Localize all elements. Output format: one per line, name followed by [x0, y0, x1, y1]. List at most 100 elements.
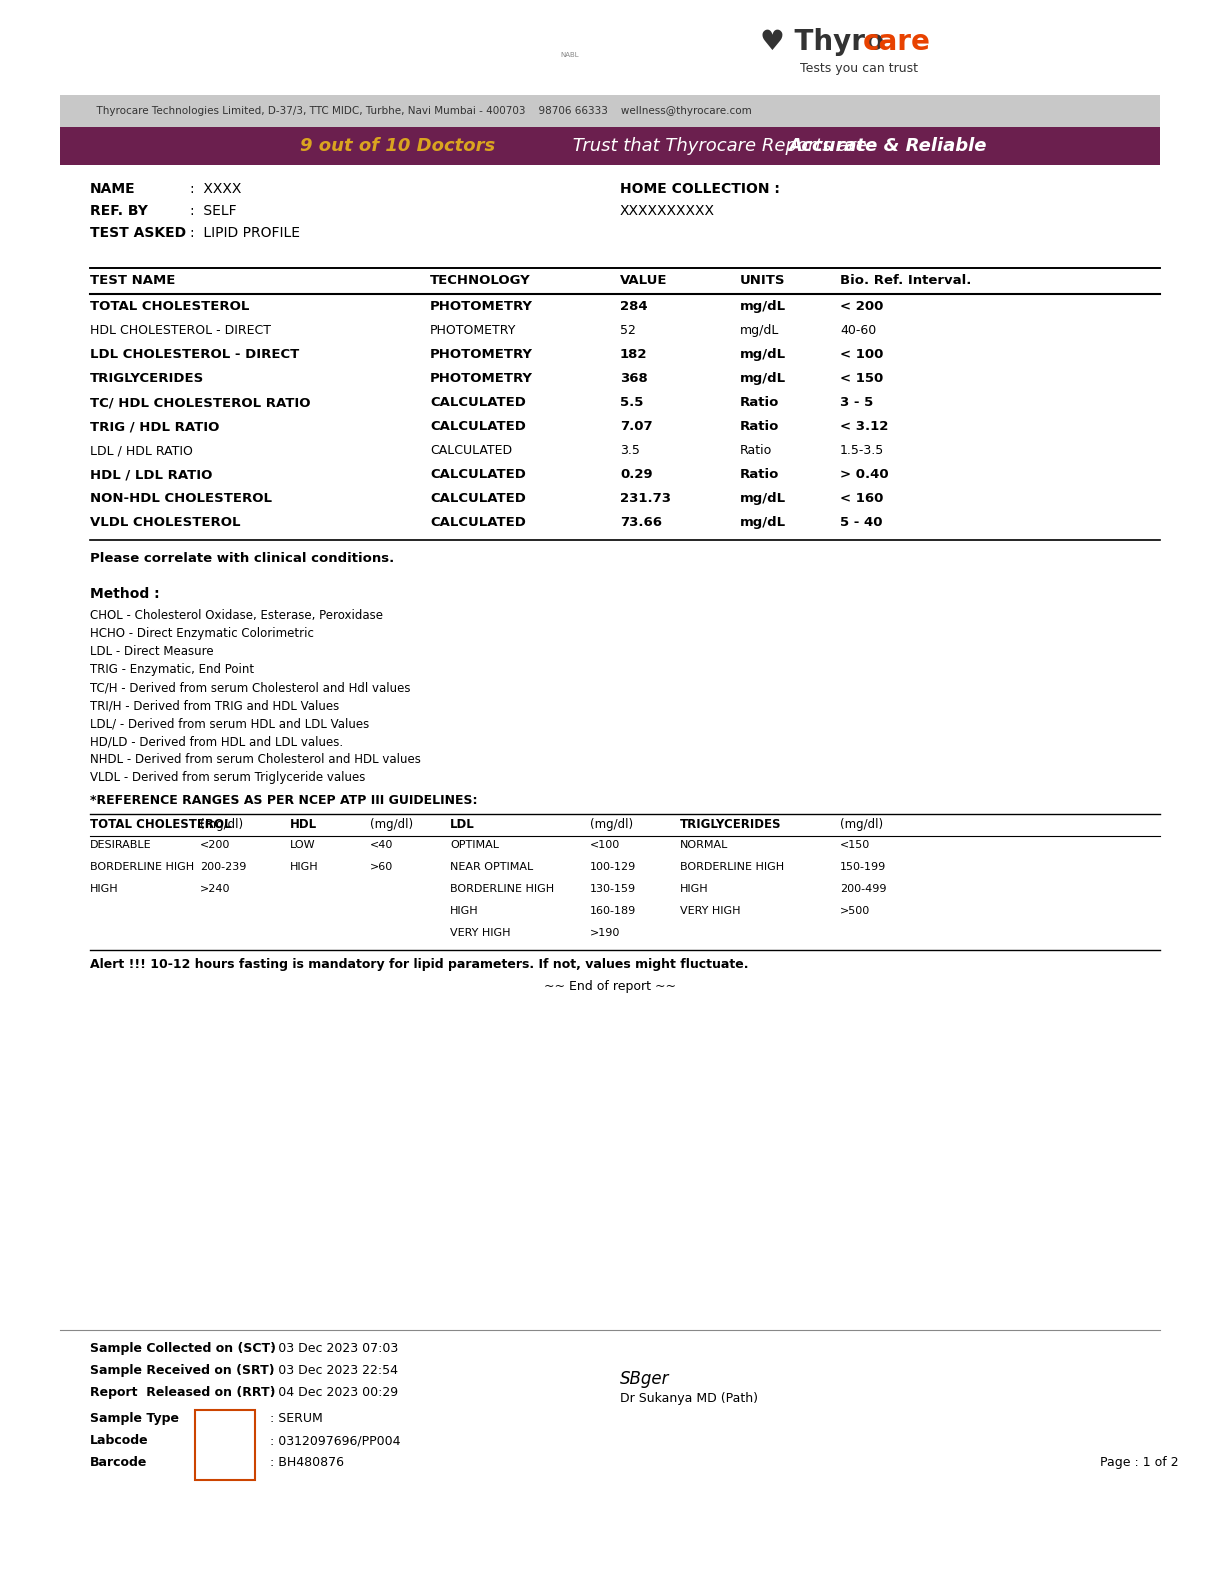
- Text: Tests you can trust: Tests you can trust: [800, 62, 917, 74]
- Text: NABL: NABL: [561, 52, 580, 59]
- Text: DESIRABLE: DESIRABLE: [90, 841, 151, 850]
- Text: LDL - Direct Measure: LDL - Direct Measure: [90, 644, 214, 659]
- Text: CALCULATED: CALCULATED: [429, 396, 526, 408]
- Text: TRIGLYCERIDES: TRIGLYCERIDES: [90, 372, 204, 385]
- Text: CALCULATED: CALCULATED: [429, 492, 526, 505]
- Text: mg/dL: mg/dL: [741, 325, 780, 337]
- Text: mg/dL: mg/dL: [741, 301, 786, 313]
- Text: LDL: LDL: [450, 818, 475, 831]
- Text: Sample Received on (SRT): Sample Received on (SRT): [90, 1365, 274, 1377]
- Text: HD/LD - Derived from HDL and LDL values.: HD/LD - Derived from HDL and LDL values.: [90, 735, 343, 749]
- Text: NON-HDL CHOLESTEROL: NON-HDL CHOLESTEROL: [90, 492, 272, 505]
- Text: CHOL - Cholesterol Oxidase, Esterase, Peroxidase: CHOL - Cholesterol Oxidase, Esterase, Pe…: [90, 609, 383, 622]
- Text: 3 - 5: 3 - 5: [841, 396, 874, 408]
- Text: < 150: < 150: [841, 372, 883, 385]
- Text: 200-239: 200-239: [200, 863, 246, 872]
- Text: Method :: Method :: [90, 587, 160, 602]
- Text: 40-60: 40-60: [841, 325, 876, 337]
- Text: UNITS: UNITS: [741, 274, 786, 287]
- Text: NHDL - Derived from serum Cholesterol and HDL values: NHDL - Derived from serum Cholesterol an…: [90, 754, 421, 766]
- Text: 284: 284: [620, 301, 648, 313]
- Text: Alert !!! 10-12 hours fasting is mandatory for lipid parameters. If not, values : Alert !!! 10-12 hours fasting is mandato…: [90, 958, 749, 970]
- Text: HOME COLLECTION :: HOME COLLECTION :: [620, 182, 780, 196]
- Text: BORDERLINE HIGH: BORDERLINE HIGH: [90, 863, 194, 872]
- Text: :  XXXX: : XXXX: [190, 182, 242, 196]
- Text: < 160: < 160: [841, 492, 883, 505]
- Text: TECHNOLOGY: TECHNOLOGY: [429, 274, 531, 287]
- Text: Barcode: Barcode: [90, 1456, 148, 1469]
- Text: HIGH: HIGH: [680, 883, 709, 894]
- Text: Thyrocare Technologies Limited, D-37/3, TTC MIDC, Turbhe, Navi Mumbai - 400703  : Thyrocare Technologies Limited, D-37/3, …: [90, 106, 752, 116]
- Text: <40: <40: [370, 841, 393, 850]
- Text: TEST NAME: TEST NAME: [90, 274, 176, 287]
- Text: > 0.40: > 0.40: [841, 469, 888, 481]
- Text: :  SELF: : SELF: [190, 204, 237, 218]
- Text: LDL / HDL RATIO: LDL / HDL RATIO: [90, 443, 193, 457]
- Text: : SERUM: : SERUM: [270, 1412, 323, 1425]
- Text: < 200: < 200: [841, 301, 883, 313]
- Text: VALUE: VALUE: [620, 274, 667, 287]
- Text: HDL: HDL: [290, 818, 317, 831]
- Text: ♥ Thyro: ♥ Thyro: [760, 28, 884, 55]
- Text: BORDERLINE HIGH: BORDERLINE HIGH: [450, 883, 554, 894]
- Text: OPTIMAL: OPTIMAL: [450, 841, 499, 850]
- Text: 368: 368: [620, 372, 648, 385]
- Text: NEAR OPTIMAL: NEAR OPTIMAL: [450, 863, 533, 872]
- Text: : BH480876: : BH480876: [270, 1456, 344, 1469]
- Text: SBger: SBger: [620, 1369, 670, 1388]
- Text: TOTAL CHOLESTEROL: TOTAL CHOLESTEROL: [90, 301, 249, 313]
- Text: PHOTOMETRY: PHOTOMETRY: [429, 301, 533, 313]
- Text: :  LIPID PROFILE: : LIPID PROFILE: [190, 226, 300, 241]
- Text: TOTAL CHOLESTEROL: TOTAL CHOLESTEROL: [90, 818, 232, 831]
- Text: NAME: NAME: [90, 182, 135, 196]
- Text: CALCULATED: CALCULATED: [429, 419, 526, 434]
- Text: >240: >240: [200, 883, 231, 894]
- Text: LDL/ - Derived from serum HDL and LDL Values: LDL/ - Derived from serum HDL and LDL Va…: [90, 717, 370, 730]
- Text: : 03 Dec 2023 22:54: : 03 Dec 2023 22:54: [270, 1365, 398, 1377]
- Text: Sample Type: Sample Type: [90, 1412, 179, 1425]
- Text: PHOTOMETRY: PHOTOMETRY: [429, 372, 533, 385]
- Text: 0.29: 0.29: [620, 469, 653, 481]
- Text: <100: <100: [590, 841, 620, 850]
- Text: mg/dL: mg/dL: [741, 516, 786, 529]
- Text: >60: >60: [370, 863, 393, 872]
- Text: mg/dL: mg/dL: [741, 348, 786, 361]
- Text: (mg/dl): (mg/dl): [370, 818, 414, 831]
- Text: XXXXXXXXXX: XXXXXXXXXX: [620, 204, 715, 218]
- Text: Trust that Thyrocare Reports are: Trust that Thyrocare Reports are: [567, 138, 872, 155]
- Text: Ratio: Ratio: [741, 443, 772, 457]
- Text: 52: 52: [620, 325, 636, 337]
- Text: 73.66: 73.66: [620, 516, 662, 529]
- Text: 3.5: 3.5: [620, 443, 639, 457]
- Text: HCHO - Direct Enzymatic Colorimetric: HCHO - Direct Enzymatic Colorimetric: [90, 627, 314, 640]
- Text: TRIGLYCERIDES: TRIGLYCERIDES: [680, 818, 782, 831]
- Text: : 03 Dec 2023 07:03: : 03 Dec 2023 07:03: [270, 1342, 398, 1355]
- Text: LOW: LOW: [290, 841, 316, 850]
- Text: 100-129: 100-129: [590, 863, 637, 872]
- Text: Ratio: Ratio: [741, 469, 780, 481]
- Text: CALCULATED: CALCULATED: [429, 469, 526, 481]
- Text: HIGH: HIGH: [90, 883, 118, 894]
- Text: < 3.12: < 3.12: [841, 419, 888, 434]
- Text: 160-189: 160-189: [590, 905, 637, 917]
- Text: HDL CHOLESTEROL - DIRECT: HDL CHOLESTEROL - DIRECT: [90, 325, 271, 337]
- Text: BORDERLINE HIGH: BORDERLINE HIGH: [680, 863, 784, 872]
- Text: < 100: < 100: [841, 348, 883, 361]
- Text: 5 - 40: 5 - 40: [841, 516, 882, 529]
- Text: mg/dL: mg/dL: [741, 492, 786, 505]
- Text: <150: <150: [841, 841, 870, 850]
- Text: 130-159: 130-159: [590, 883, 636, 894]
- Text: LDL CHOLESTEROL - DIRECT: LDL CHOLESTEROL - DIRECT: [90, 348, 299, 361]
- Text: Sample Collected on (SCT): Sample Collected on (SCT): [90, 1342, 276, 1355]
- Bar: [195, 1410, 255, 1480]
- Text: HDL / LDL RATIO: HDL / LDL RATIO: [90, 469, 212, 481]
- Text: 7.07: 7.07: [620, 419, 653, 434]
- Text: Please correlate with clinical conditions.: Please correlate with clinical condition…: [90, 552, 394, 565]
- Text: (mg/dl): (mg/dl): [200, 818, 243, 831]
- Text: <200: <200: [200, 841, 231, 850]
- Bar: [60, 127, 1160, 165]
- Text: (mg/dl): (mg/dl): [590, 818, 633, 831]
- Text: NORMAL: NORMAL: [680, 841, 728, 850]
- Text: TC/ HDL CHOLESTEROL RATIO: TC/ HDL CHOLESTEROL RATIO: [90, 396, 311, 408]
- Text: Labcode: Labcode: [90, 1434, 149, 1447]
